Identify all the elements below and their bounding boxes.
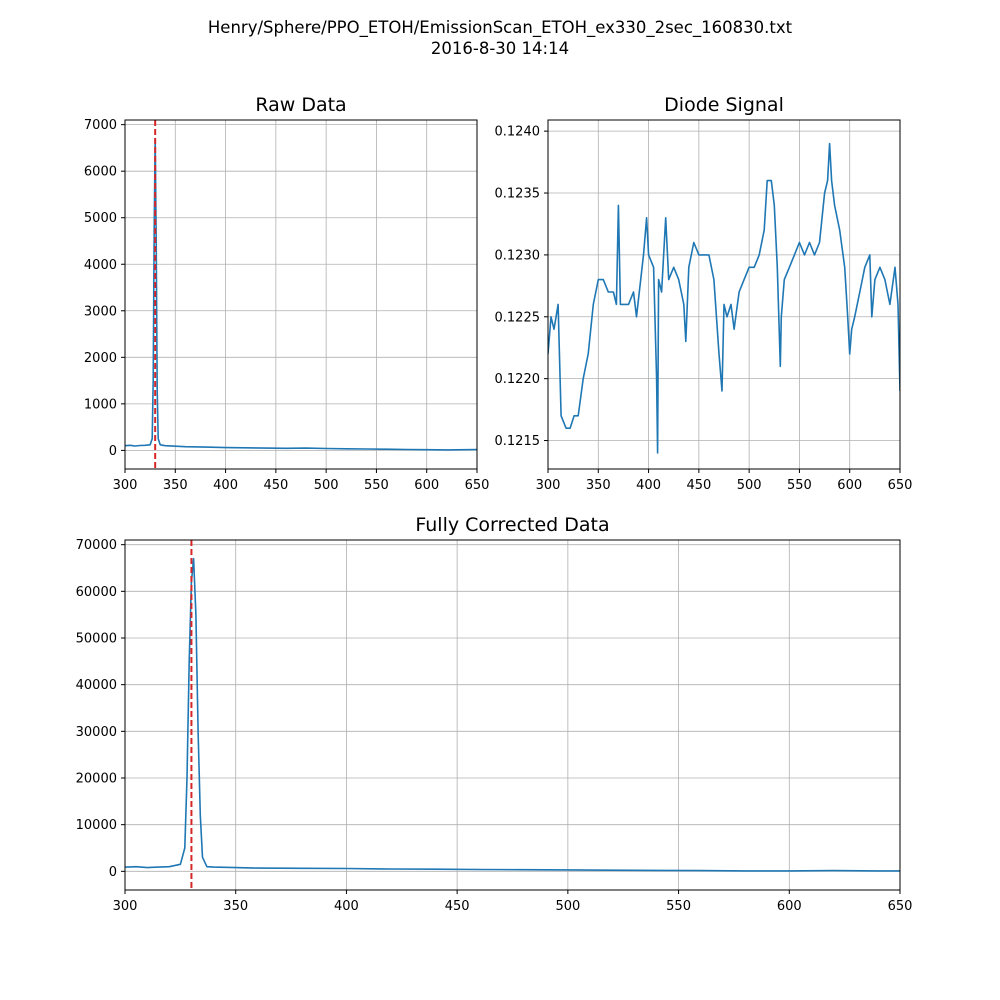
raw-xtick-label: 350 [163, 478, 188, 493]
raw-series-line [125, 137, 477, 451]
diode-ytick-label: 0.1220 [495, 372, 541, 387]
diode-ytick-label: 0.1225 [495, 310, 541, 325]
diode-ytick-label: 0.1230 [495, 248, 541, 263]
raw-title: Raw Data [255, 94, 346, 116]
corrected-xtick-label: 500 [555, 899, 580, 914]
corrected-xtick-label: 450 [445, 899, 470, 914]
diode-xtick-label: 450 [686, 478, 711, 493]
diode-xtick-label: 500 [737, 478, 762, 493]
corrected-xtick-label: 300 [113, 899, 138, 914]
figure-title: Henry/Sphere/PPO_ETOH/EmissionScan_ETOH_… [207, 18, 793, 37]
corrected-ytick-label: 60000 [76, 585, 117, 600]
raw-xtick-label: 400 [213, 478, 238, 493]
corrected-ytick-label: 70000 [76, 538, 117, 553]
diode-ytick-label: 0.1235 [495, 187, 541, 202]
figure-subtitle-date: 2016-8-30 14:14 [430, 39, 570, 58]
raw-ytick-label: 4000 [84, 258, 117, 273]
raw-ytick-label: 2000 [84, 351, 117, 366]
corrected-xtick-label: 600 [777, 899, 802, 914]
raw-xtick-label: 500 [314, 478, 339, 493]
diode-xtick-label: 300 [536, 478, 561, 493]
raw-xtick-label: 600 [414, 478, 439, 493]
corrected-xtick-label: 350 [223, 899, 248, 914]
raw-xtick-label: 650 [465, 478, 490, 493]
diode-xtick-label: 600 [837, 478, 862, 493]
corrected-xtick-label: 650 [888, 899, 913, 914]
raw-ytick-label: 6000 [84, 165, 117, 180]
corrected-ytick-label: 0 [109, 865, 117, 880]
raw-axes-frame [124, 119, 478, 470]
corrected-ytick-label: 10000 [76, 818, 117, 833]
diode-ytick-label: 0.1240 [495, 125, 541, 140]
corrected-ytick-label: 40000 [76, 678, 117, 693]
corrected-ytick-label: 30000 [76, 725, 117, 740]
diode-xtick-label: 400 [636, 478, 661, 493]
raw-ytick-label: 3000 [84, 304, 117, 319]
corrected-ytick-label: 50000 [76, 632, 117, 647]
raw-xtick-label: 550 [364, 478, 389, 493]
corrected-xtick-label: 550 [666, 899, 691, 914]
diode-series-line [548, 142, 900, 454]
raw-panel: 300 350 400 450 500 550 600 650 0 1000 2000 3000 400… [84, 94, 490, 493]
diode-title: Diode Signal [664, 94, 784, 116]
raw-ytick-label: 0 [109, 444, 117, 459]
diode-xtick-label: 650 [888, 478, 913, 493]
diode-panel: 300 350 400 450 500 550 600 650 0.1215 0.1220 0.12… [495, 94, 913, 493]
raw-xtick-label: 450 [263, 478, 288, 493]
diode-ytick-label: 0.1215 [495, 434, 541, 449]
corrected-axes-frame [124, 539, 901, 891]
corrected-title: Fully Corrected Data [415, 514, 609, 536]
corrected-xtick-label: 400 [334, 899, 359, 914]
diode-xtick-label: 550 [787, 478, 812, 493]
raw-ytick-label: 7000 [84, 118, 117, 133]
corrected-ytick-label: 20000 [76, 772, 117, 787]
raw-ytick-label: 5000 [84, 211, 117, 226]
raw-xtick-label: 300 [113, 478, 138, 493]
diode-xtick-label: 350 [586, 478, 611, 493]
diode-axes-frame [547, 119, 901, 470]
corrected-panel: 300 350 400 450 500 550 600 650 0 10000 20000 30000… [76, 514, 913, 914]
raw-ytick-label: 1000 [84, 397, 117, 412]
corrected-series-line [125, 557, 900, 872]
